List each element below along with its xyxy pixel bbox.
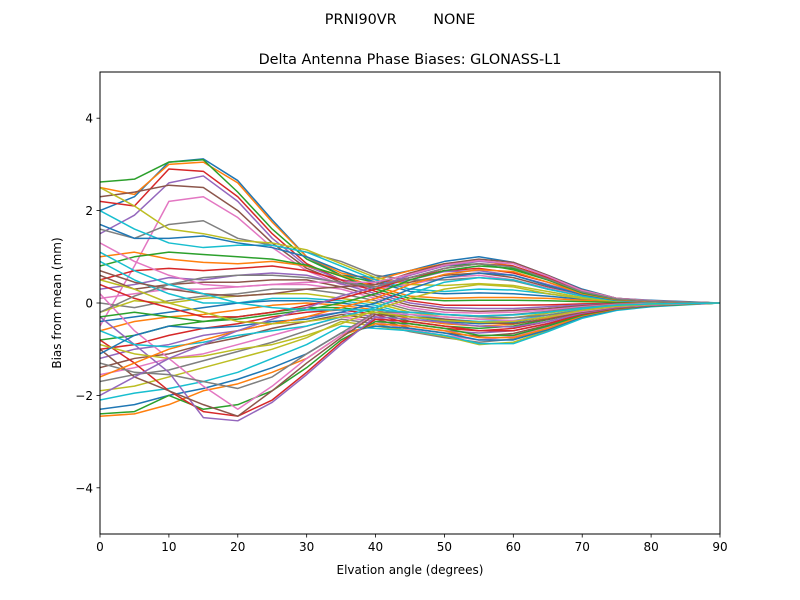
x-tick-label: 70 xyxy=(575,540,590,554)
y-tick-label: 2 xyxy=(85,204,93,218)
y-axis-label: Bias from mean (mm) xyxy=(50,237,64,368)
x-tick-label: 60 xyxy=(506,540,521,554)
y-tick-label: −2 xyxy=(75,389,93,403)
x-tick-label: 30 xyxy=(299,540,314,554)
x-axis-label: Elvation angle (degrees) xyxy=(337,563,484,577)
y-tick-label: 0 xyxy=(85,297,93,311)
chart-title: Delta Antenna Phase Biases: GLONASS-L1 xyxy=(259,52,562,68)
x-tick-label: 20 xyxy=(230,540,245,554)
x-axis: 0 10 20 30 40 50 60 70 80 90 xyxy=(96,534,728,554)
y-axis: −4 −2 0 2 4 xyxy=(75,112,100,495)
x-tick-label: 90 xyxy=(712,540,727,554)
series-line xyxy=(100,251,720,317)
x-tick-label: 80 xyxy=(643,540,658,554)
series-line xyxy=(100,279,720,325)
y-tick-label: 4 xyxy=(85,112,93,126)
x-tick-label: 50 xyxy=(437,540,452,554)
series-lines xyxy=(100,158,720,422)
series-line xyxy=(100,262,720,313)
figure-suptitle: PRNI90VR NONE xyxy=(325,12,475,28)
x-tick-label: 0 xyxy=(96,540,104,554)
y-tick-label: −4 xyxy=(75,481,93,495)
plot-area xyxy=(99,71,721,535)
x-tick-label: 10 xyxy=(161,540,176,554)
x-tick-label: 40 xyxy=(368,540,383,554)
